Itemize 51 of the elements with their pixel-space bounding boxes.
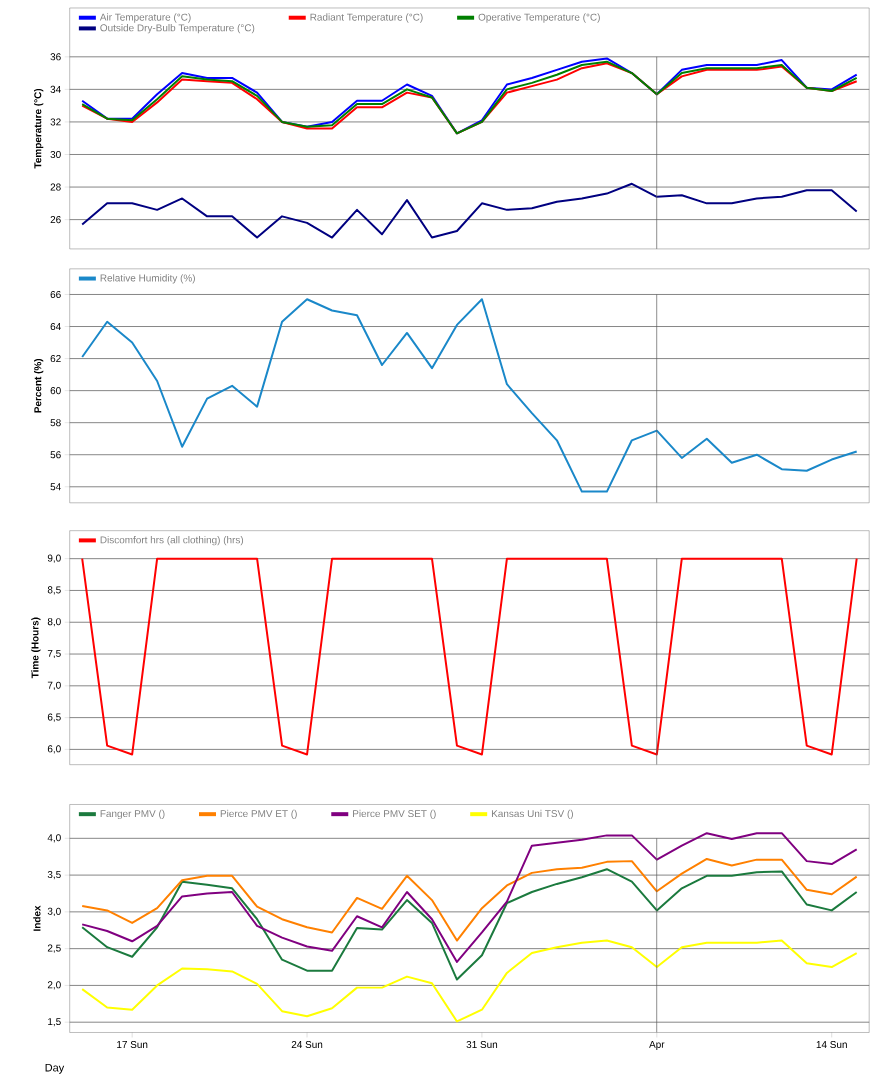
y-axis-title: Temperature (°C) — [33, 88, 44, 169]
y-tick-label: 1,5 — [48, 1018, 61, 1027]
y-tick-label: 2,0 — [47, 981, 61, 990]
y-axis-title: Percent (%) — [33, 358, 44, 413]
line-series — [81, 298, 858, 493]
y-tick-label: 54 — [50, 483, 61, 491]
y-tick-label: 6,5 — [47, 713, 61, 722]
y-tick-label: 60 — [50, 387, 61, 395]
legend-label: Discomfort hrs (all clothing) (hrs) — [100, 536, 243, 546]
legend-label: Outside Dry-Bulb Temperature (°C) — [100, 24, 255, 34]
y-tick-label: 3,5 — [47, 870, 61, 880]
y-tick-label: 3,0 — [47, 907, 61, 916]
y-axis-title: Index — [33, 905, 41, 931]
line-series — [81, 832, 858, 963]
x-tick-label: Apr — [649, 1040, 665, 1050]
legend-label: Air Temperature (°C) — [99, 13, 191, 23]
x-tick-label: 14 Sun — [816, 1040, 847, 1049]
y-tick-label: 8,5 — [47, 586, 61, 595]
y-tick-label: 6,0 — [47, 745, 61, 754]
line-series — [81, 857, 858, 942]
y-tick-label: 62 — [50, 355, 61, 363]
legend-label: Relative Humidity (%) — [100, 274, 195, 284]
x-tick-label: 17 Sun — [117, 1040, 148, 1049]
x-axis-title: Day — [45, 1063, 65, 1074]
legend-label: Kansas Uni TSV () — [491, 809, 573, 820]
y-tick-label: 7,5 — [47, 649, 61, 659]
y-tick-label: 7,0 — [47, 681, 61, 690]
line-series — [81, 868, 858, 981]
y-tick-label: 4,0 — [47, 834, 61, 843]
y-tick-label: 26 — [50, 216, 61, 224]
y-tick-label: 8,0 — [47, 618, 61, 627]
x-tick-label: 31 Sun — [466, 1040, 497, 1049]
y-tick-label: 34 — [50, 85, 61, 93]
y-tick-label: 56 — [50, 451, 61, 459]
legend-label: Operative Temperature (°C) — [478, 13, 600, 23]
x-tick-label: 24 Sun — [291, 1040, 323, 1049]
legend-label: Pierce PMV ET () — [220, 809, 297, 820]
y-tick-label: 9,0 — [47, 554, 61, 563]
y-tick-label: 32 — [50, 118, 61, 126]
legend-label: Radiant Temperature (°C) — [310, 13, 423, 23]
y-tick-label: 30 — [50, 150, 61, 159]
y-tick-label: 58 — [50, 419, 61, 427]
y-tick-label: 36 — [50, 53, 61, 61]
legend-label: Pierce PMV SET () — [353, 809, 436, 820]
y-tick-label: 66 — [50, 290, 61, 298]
line-series — [81, 182, 858, 239]
legend-label: Fanger PMV () — [100, 809, 165, 820]
y-axis-title: Time (Hours) — [31, 617, 41, 679]
y-tick-label: 64 — [50, 323, 61, 331]
y-tick-label: 2,5 — [47, 944, 61, 953]
y-tick-label: 28 — [50, 183, 61, 191]
